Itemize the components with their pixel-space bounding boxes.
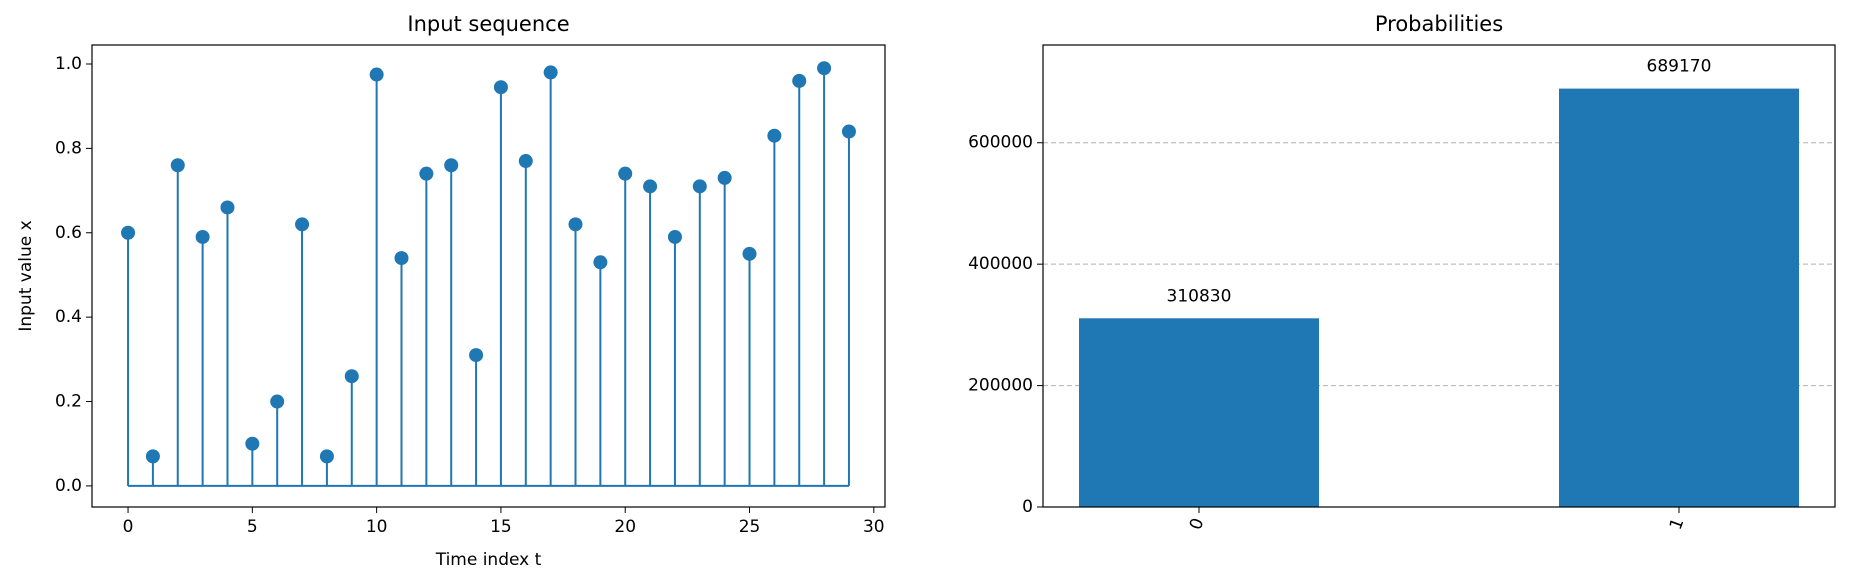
stem-marker	[618, 166, 633, 181]
y-tick-label: 0.8	[55, 138, 82, 158]
stem-marker	[419, 166, 434, 181]
stem-marker	[195, 229, 210, 244]
y-tick-label: 400000	[968, 254, 1033, 274]
stem-marker	[145, 449, 160, 464]
stem-marker	[717, 170, 732, 185]
stem-marker	[643, 179, 658, 194]
y-tick-label: 1.0	[55, 54, 82, 74]
axes-frame	[1042, 44, 1836, 508]
stem-marker	[841, 124, 856, 139]
bar	[1559, 88, 1799, 507]
x-tick-label: 25	[739, 517, 761, 537]
stem-marker	[742, 246, 757, 261]
stem-marker	[444, 158, 459, 173]
stem-marker	[493, 80, 508, 95]
x-tick-label: 20	[614, 517, 636, 537]
y-tick-label: 0.0	[55, 476, 82, 496]
x-tick-label: 1	[1666, 516, 1688, 533]
x-tick-label: 0	[123, 517, 134, 537]
x-tick-label: 5	[247, 517, 258, 537]
axes-frame	[91, 44, 886, 508]
stem-marker	[568, 217, 583, 232]
stem-marker	[593, 255, 608, 270]
y-tick-label: 0.6	[55, 223, 82, 243]
y-tick-label: 0.4	[55, 307, 82, 327]
stem-marker	[792, 73, 807, 88]
data-label: 310830	[1167, 286, 1232, 306]
stem-marker	[817, 61, 832, 76]
bar	[1079, 318, 1319, 507]
x-axis-label: Time index t	[435, 550, 542, 570]
stem-marker	[270, 394, 285, 409]
stem-marker	[220, 200, 235, 215]
stem-marker	[543, 65, 558, 80]
stem-marker	[518, 154, 533, 169]
stem-marker	[692, 179, 707, 194]
y-axis-label: Input value x	[16, 220, 36, 331]
x-tick-label: 0	[1186, 516, 1208, 533]
stem-marker	[170, 158, 185, 173]
data-label: 689170	[1647, 57, 1712, 77]
chart-title: Probabilities	[1375, 12, 1503, 36]
y-tick-label: 200000	[968, 376, 1033, 396]
x-tick-label: 15	[490, 517, 512, 537]
stem-marker	[245, 436, 260, 451]
y-tick-label: 600000	[968, 133, 1033, 153]
stem-marker	[319, 449, 334, 464]
x-tick-label: 30	[863, 517, 885, 537]
stem-marker	[369, 67, 384, 82]
stem-marker	[344, 369, 359, 384]
stem-marker	[394, 251, 409, 266]
stem-marker	[767, 128, 782, 143]
stem-marker	[121, 225, 136, 240]
stem-marker	[667, 229, 682, 244]
y-tick-label: 0	[1022, 497, 1033, 517]
stem-marker	[295, 217, 310, 232]
y-tick-label: 0.2	[55, 392, 82, 412]
chart-title: Input sequence	[407, 12, 569, 36]
stem-marker	[469, 348, 484, 363]
x-tick-label: 10	[366, 517, 388, 537]
